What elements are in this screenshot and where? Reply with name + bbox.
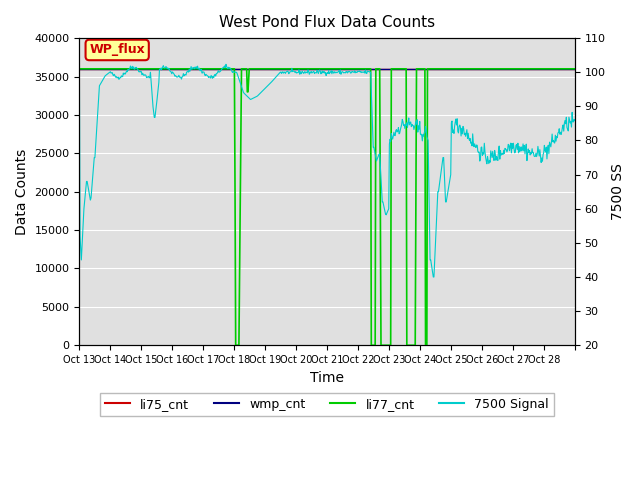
Legend: li75_cnt, wmp_cnt, li77_cnt, 7500 Signal: li75_cnt, wmp_cnt, li77_cnt, 7500 Signal: [100, 393, 554, 416]
X-axis label: Time: Time: [310, 371, 344, 384]
Y-axis label: 7500 SS: 7500 SS: [611, 163, 625, 220]
Text: WP_flux: WP_flux: [90, 44, 145, 57]
Y-axis label: Data Counts: Data Counts: [15, 148, 29, 235]
Title: West Pond Flux Data Counts: West Pond Flux Data Counts: [219, 15, 435, 30]
